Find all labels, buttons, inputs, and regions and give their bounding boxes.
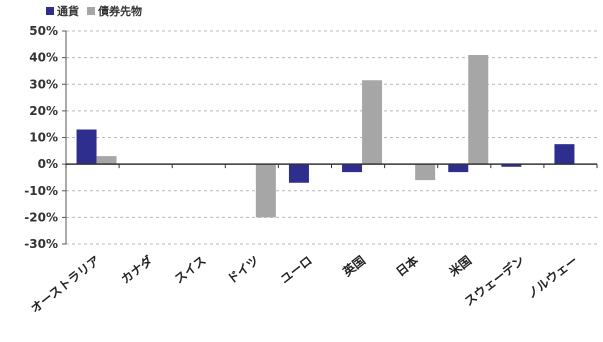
x-tick-label: ドイツ bbox=[225, 253, 262, 286]
bar-currency bbox=[501, 164, 522, 167]
axes bbox=[62, 30, 598, 245]
bar-currency bbox=[288, 164, 309, 183]
y-tick-label: -30% bbox=[24, 237, 58, 251]
y-tick-labels: -30% -20% -10% 0% 10% 20% 30% 40% 50% bbox=[24, 24, 58, 251]
x-tick-label: オーストラリア bbox=[28, 253, 102, 315]
y-tick-label: 20% bbox=[29, 104, 58, 118]
legend-swatch bbox=[87, 7, 95, 15]
bar-currency bbox=[554, 144, 575, 165]
y-tick-label: 10% bbox=[29, 131, 58, 145]
x-tick-label: 日本 bbox=[393, 253, 421, 280]
x-tick-label: カナダ bbox=[118, 253, 156, 287]
bar-bond-futures bbox=[468, 54, 489, 165]
bars bbox=[76, 54, 575, 218]
x-tick-label: ノルウェー bbox=[524, 253, 580, 301]
x-tick-label: 米国 bbox=[446, 253, 474, 280]
y-tick-label: 0% bbox=[38, 157, 58, 171]
legend-label: 債券先物 bbox=[97, 4, 142, 18]
bar-currency bbox=[342, 164, 363, 173]
bar-currency bbox=[76, 129, 97, 165]
bar-bond-futures bbox=[96, 156, 117, 165]
y-tick-label: -20% bbox=[24, 210, 58, 224]
y-tick-label: 30% bbox=[29, 77, 58, 91]
legend-swatch bbox=[46, 7, 54, 15]
legend-label: 通貨 bbox=[57, 4, 79, 18]
x-tick-label: ユーロ bbox=[278, 253, 315, 286]
y-tick-label: 50% bbox=[29, 24, 58, 38]
legend: 通貨 債券先物 bbox=[46, 4, 142, 18]
x-tick-label: 英国 bbox=[340, 253, 368, 280]
bar-bond-futures bbox=[415, 164, 436, 181]
x-tick-label: スイス bbox=[172, 253, 209, 286]
bar-currency bbox=[448, 164, 469, 173]
gridlines bbox=[66, 30, 597, 245]
bar-bond-futures bbox=[362, 80, 383, 165]
y-tick-label: -10% bbox=[24, 184, 58, 198]
y-tick-label: 40% bbox=[29, 51, 58, 65]
bar-bond-futures bbox=[255, 164, 276, 218]
